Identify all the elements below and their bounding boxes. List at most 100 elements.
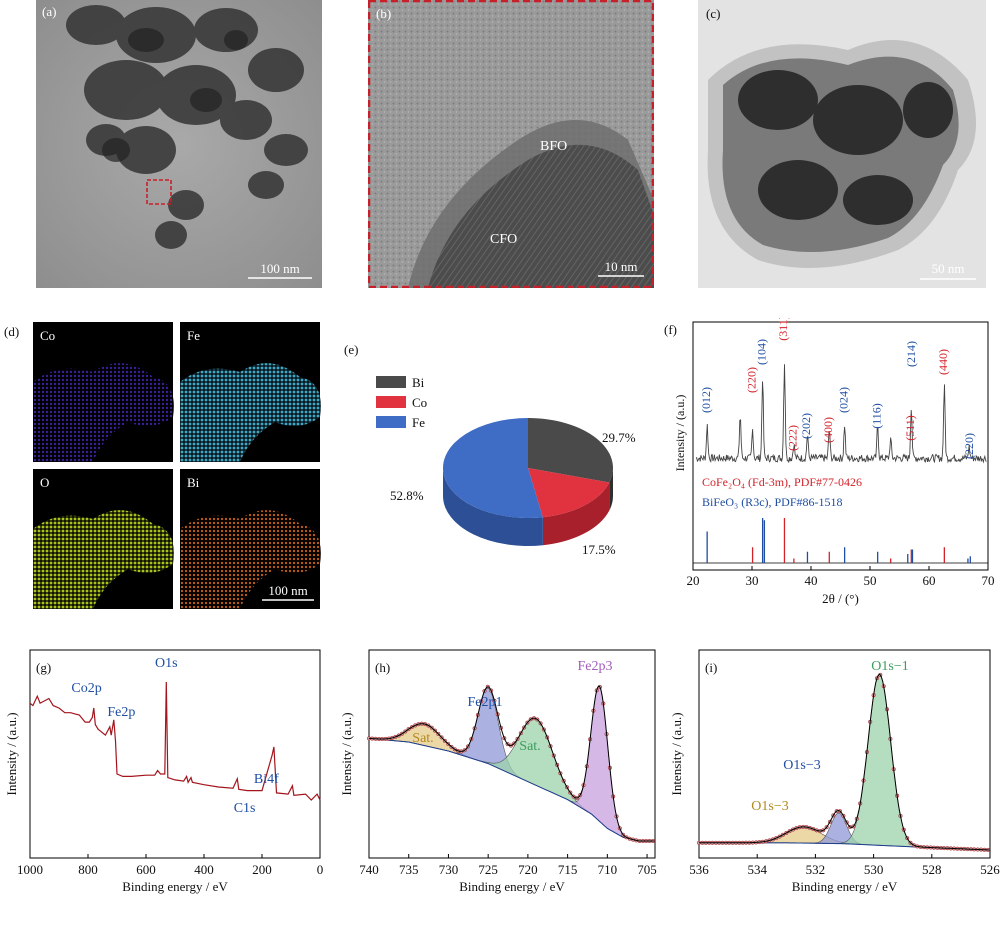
- pie-slice-fe: [442, 418, 543, 518]
- xrd-tick-label: 70: [982, 573, 995, 588]
- xps-tick-label: 725: [478, 862, 498, 877]
- xps-tick-label: 720: [518, 862, 538, 877]
- panel-c-label: (c): [706, 6, 720, 21]
- xps-y-axis-label: Intensity / (a.u.): [669, 712, 684, 795]
- panel-b-label: (b): [376, 6, 391, 21]
- legend-label-bi: Bi: [412, 375, 425, 390]
- panel-d-scale-bar: 100 nm: [268, 583, 307, 598]
- xrd-axes-frame: [692, 321, 989, 571]
- xps-tick-label: 400: [194, 862, 214, 877]
- panel-c-tem-image: (c) 50 nm: [698, 0, 986, 288]
- xps-tick-label: 526: [980, 862, 1000, 877]
- xrd-x-axis-label: 2θ / (°): [822, 591, 859, 606]
- panel-a-scale-bar: 100 nm: [260, 261, 299, 276]
- survey-peak-label: C1s: [234, 801, 256, 816]
- xrd-tick-label: 20: [687, 573, 700, 588]
- fit-peak-label: Sat.: [412, 731, 433, 746]
- xps-tick-label: 200: [252, 862, 272, 877]
- fit-envelope-line: [369, 685, 654, 842]
- svg-text:Bi: Bi: [187, 475, 200, 490]
- pie-slice-bi: [528, 418, 613, 483]
- xps-tick-label: 0: [317, 862, 324, 877]
- fit-peak-label: Fe2p1: [468, 695, 503, 710]
- panel-b-scale-bar: 10 nm: [605, 259, 638, 274]
- xps-tick-label: 715: [558, 862, 578, 877]
- xps-y-axis-label: Intensity / (a.u.): [4, 712, 19, 795]
- eds-map-bi: Bi: [180, 469, 321, 609]
- xps-tick-label: 528: [922, 862, 942, 877]
- survey-spectrum-line: [29, 681, 321, 801]
- xrd-peak-label: (214): [904, 341, 918, 367]
- xrd-peak-label: (012): [699, 387, 713, 413]
- legend-label-co: Co: [412, 395, 427, 410]
- xps-tick-label: 536: [689, 862, 709, 877]
- xps-tick-label: 1000: [17, 862, 43, 877]
- panel-h-label: (h): [375, 660, 390, 675]
- xrd-tick-label: 60: [923, 573, 936, 588]
- panel-a-label: (a): [42, 4, 56, 19]
- xrd-ref-cfo: CoFe₂O₄ (Fd-3m), PDF#77-0426: [702, 475, 862, 489]
- fit-peak-label: Sat.: [519, 739, 540, 754]
- panel-b-hrtem-image: (b) BFO CFO 10 nm: [368, 0, 654, 288]
- xrd-tick-label: 30: [746, 573, 759, 588]
- panel-d-label: (d): [4, 324, 19, 339]
- xrd-ref-bfo: BiFeO₃ (R3c), PDF#86-1518: [702, 495, 843, 509]
- panel-e-label: (e): [344, 342, 358, 357]
- svg-text:O: O: [40, 475, 49, 490]
- pie-side-bi: [609, 468, 613, 511]
- xrd-peak-label: (220): [962, 433, 976, 459]
- eds-map-co: Co: [33, 322, 174, 462]
- panel-a-tem-image: (a) 100 nm: [36, 0, 322, 288]
- xps-tick-label: 600: [136, 862, 156, 877]
- pie-side-fe: [443, 468, 543, 546]
- fit-peak-label: Fe2p3: [578, 659, 613, 674]
- xrd-peak-label: (202): [799, 413, 813, 439]
- survey-peak-label: Co2p: [71, 681, 101, 696]
- legend-swatch-co: [376, 396, 406, 408]
- xps-tick-label: 530: [864, 862, 884, 877]
- eds-map-o: O: [33, 469, 174, 609]
- xrd-y-axis-label: Intensity / (a.u.): [673, 395, 687, 472]
- panel-i-label: (i): [705, 660, 717, 675]
- fit-envelope-line: [699, 673, 989, 851]
- pie-value-co: 17.5%: [582, 542, 616, 557]
- pie-value-fe: 52.8%: [390, 488, 424, 503]
- panel-e-pie-chart: (e) Bi Co Fe 29.7% 17.5% 52.8%: [344, 342, 636, 557]
- svg-text:Co: Co: [40, 328, 55, 343]
- legend-swatch-bi: [376, 376, 406, 388]
- xrd-peak-label: (024): [836, 387, 850, 413]
- xps-tick-label: 730: [439, 862, 459, 877]
- xps-x-axis-label: Binding energy / eV: [122, 879, 228, 894]
- survey-peak-label: Bi4f: [254, 772, 279, 787]
- bfo-annotation: BFO: [540, 139, 567, 154]
- pie-value-bi: 29.7%: [602, 430, 636, 445]
- legend-label-fe: Fe: [412, 415, 425, 430]
- legend-swatch-fe: [376, 416, 406, 428]
- panel-g-label: (g): [36, 660, 51, 675]
- pie-slice-co: [528, 468, 610, 518]
- xps-axes-frame: [698, 649, 991, 859]
- xrd-peak-label: (104): [754, 339, 768, 365]
- panel-f-xrd-chart: (f) 20 30 40 50 60 70 2θ / (°) Intensity / (a.u.…: [664, 318, 995, 606]
- eds-map-fe: Fe: [180, 322, 321, 462]
- panel-i-xps-o1s: (i) 536 534 532 530 528 526 Binding energy / eV…: [669, 649, 1000, 894]
- fit-peak-label: O1s−3: [751, 799, 788, 814]
- survey-peak-label: Fe2p: [107, 705, 135, 720]
- xps-tick-label: 740: [359, 862, 379, 877]
- xps-axes-frame: [29, 649, 321, 859]
- xrd-pattern-line: [695, 364, 987, 464]
- xps-y-axis-label: Intensity / (a.u.): [339, 712, 354, 795]
- xrd-tick-label: 50: [864, 573, 877, 588]
- panel-c-scale-bar: 50 nm: [932, 261, 965, 276]
- panel-d-eds-maps: (d) Co Fe O Bi 100 nm: [4, 322, 321, 609]
- panel-h-xps-fe2p: (h) 740 735 730 725 720 715 710 705 Binding energ…: [339, 649, 657, 894]
- fit-peak-label: O1s−3: [783, 758, 820, 773]
- xps-tick-label: 800: [78, 862, 98, 877]
- xrd-peak-label: (511): [903, 415, 917, 441]
- panel-g-xps-survey: (g) 1000 800 600 400 200 0 Binding energy / eV I…: [4, 649, 324, 894]
- xrd-peak-label: (116): [869, 403, 883, 429]
- cfo-annotation: CFO: [490, 232, 517, 247]
- xrd-peak-label: (311): [776, 318, 790, 341]
- svg-text:Fe: Fe: [187, 328, 200, 343]
- xrd-peak-label: (440): [936, 349, 950, 375]
